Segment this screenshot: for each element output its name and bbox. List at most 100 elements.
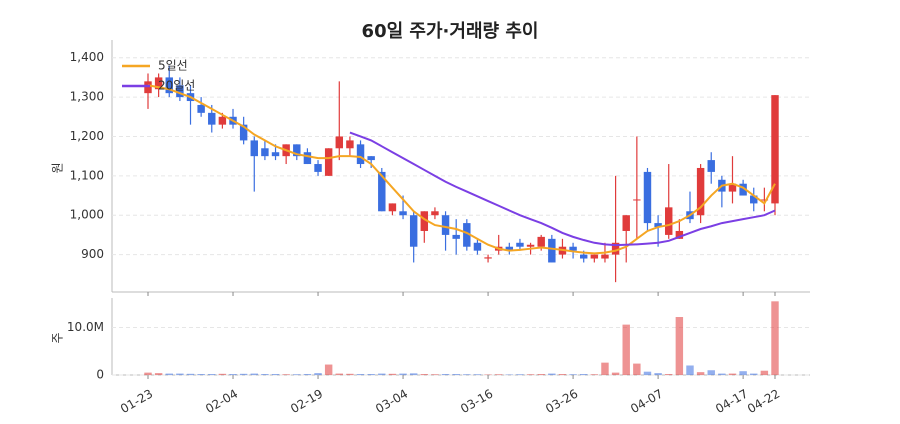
candle-body xyxy=(484,257,491,258)
x-tick-label: 01-23 xyxy=(118,387,155,417)
y-tick-label: 1,000 xyxy=(70,208,104,222)
candle-body xyxy=(708,160,715,172)
candle-body xyxy=(389,203,396,211)
volume-bar xyxy=(144,373,151,375)
volume-bar xyxy=(336,374,343,375)
volume-bar xyxy=(463,374,470,375)
volume-bar xyxy=(293,374,300,375)
moving-average-line xyxy=(148,85,775,253)
candle-body xyxy=(357,144,364,164)
candle-body xyxy=(548,239,555,263)
volume-bar xyxy=(559,374,566,375)
candle-body xyxy=(633,199,640,200)
candle-body xyxy=(452,235,459,239)
candle-body xyxy=(336,136,343,148)
volume-bar xyxy=(474,374,481,375)
candle-body xyxy=(665,207,672,235)
volume-bar xyxy=(623,325,630,375)
volume-bar xyxy=(282,374,289,375)
volume-axis-label: 주 xyxy=(51,332,65,343)
volume-bar xyxy=(378,374,385,375)
volume-bar xyxy=(219,374,226,375)
candle-body xyxy=(474,243,481,251)
volume-bar xyxy=(654,373,661,375)
y-tick-label: 1,400 xyxy=(70,50,104,64)
volume-bar xyxy=(761,371,768,375)
y-tick-label: 900 xyxy=(81,247,104,261)
candle-body xyxy=(367,156,374,160)
volume-bar xyxy=(548,374,555,375)
volume-bar xyxy=(633,364,640,375)
volume-bar xyxy=(580,374,587,375)
y-tick-label: 1,200 xyxy=(70,129,104,143)
volume-bar xyxy=(516,374,523,375)
x-tick-label: 04-07 xyxy=(628,387,665,417)
volume-bar xyxy=(272,374,279,375)
volume-bar xyxy=(367,374,374,375)
legend-label: 5일선 xyxy=(158,59,188,73)
volume-bar xyxy=(718,374,725,375)
volume-bar xyxy=(697,372,704,375)
volume-bar xyxy=(591,374,598,375)
candle-body xyxy=(272,152,279,156)
x-tick-label: 04-17 xyxy=(713,387,750,417)
volume-tick-label: 0 xyxy=(96,368,104,382)
candle-body xyxy=(261,148,268,156)
volume-bar xyxy=(665,374,672,375)
volume-bar xyxy=(187,374,194,375)
volume-bar xyxy=(240,374,247,375)
candle-body xyxy=(399,211,406,215)
candle-body xyxy=(516,243,523,247)
candle-body xyxy=(644,172,651,223)
chart-title: 60일 주가·거래량 추이 xyxy=(362,21,539,42)
candle-body xyxy=(251,140,258,156)
volume-bar xyxy=(431,374,438,375)
x-tick-label: 03-04 xyxy=(373,387,410,417)
x-tick-label: 03-26 xyxy=(543,387,580,417)
candle-body xyxy=(197,105,204,113)
volume-bar xyxy=(410,373,417,375)
candle-body xyxy=(591,255,598,259)
volume-bar xyxy=(452,374,459,375)
x-tick-label: 04-22 xyxy=(745,387,782,417)
volume-bar xyxy=(314,373,321,375)
candle-body xyxy=(601,255,608,259)
volume-bar xyxy=(686,365,693,375)
volume-bar xyxy=(399,374,406,375)
volume-bar xyxy=(357,374,364,375)
x-tick-label: 03-16 xyxy=(458,387,495,417)
y-axis-label: 원 xyxy=(51,162,65,173)
volume-bar xyxy=(527,374,534,375)
candle-body xyxy=(580,255,587,259)
volume-bar xyxy=(197,374,204,375)
candle-body xyxy=(304,152,311,164)
volume-bar xyxy=(208,374,215,375)
volume-bar xyxy=(771,301,778,375)
candle-body xyxy=(527,245,534,247)
volume-bar xyxy=(176,374,183,375)
volume-tick-label: 10.0M xyxy=(67,320,104,334)
volume-bar xyxy=(601,363,608,375)
volume-bar xyxy=(421,374,428,375)
volume-bar xyxy=(261,374,268,375)
candle-body xyxy=(325,148,332,176)
volume-bar xyxy=(676,317,683,375)
legend-label: 20일선 xyxy=(158,79,195,93)
volume-bar xyxy=(739,371,746,375)
candle-body xyxy=(314,164,321,172)
volume-bar xyxy=(325,365,332,375)
volume-bar xyxy=(612,373,619,375)
volume-bar xyxy=(389,374,396,375)
volume-bar xyxy=(166,374,173,375)
volume-bar xyxy=(729,374,736,375)
x-tick-label: 02-19 xyxy=(288,387,325,417)
candle-body xyxy=(219,117,226,125)
volume-bar xyxy=(155,373,162,375)
candle-body xyxy=(346,140,353,148)
volume-bar xyxy=(644,372,651,375)
candle-body xyxy=(410,215,417,247)
volume-bar xyxy=(442,374,449,375)
volume-bar xyxy=(708,370,715,375)
